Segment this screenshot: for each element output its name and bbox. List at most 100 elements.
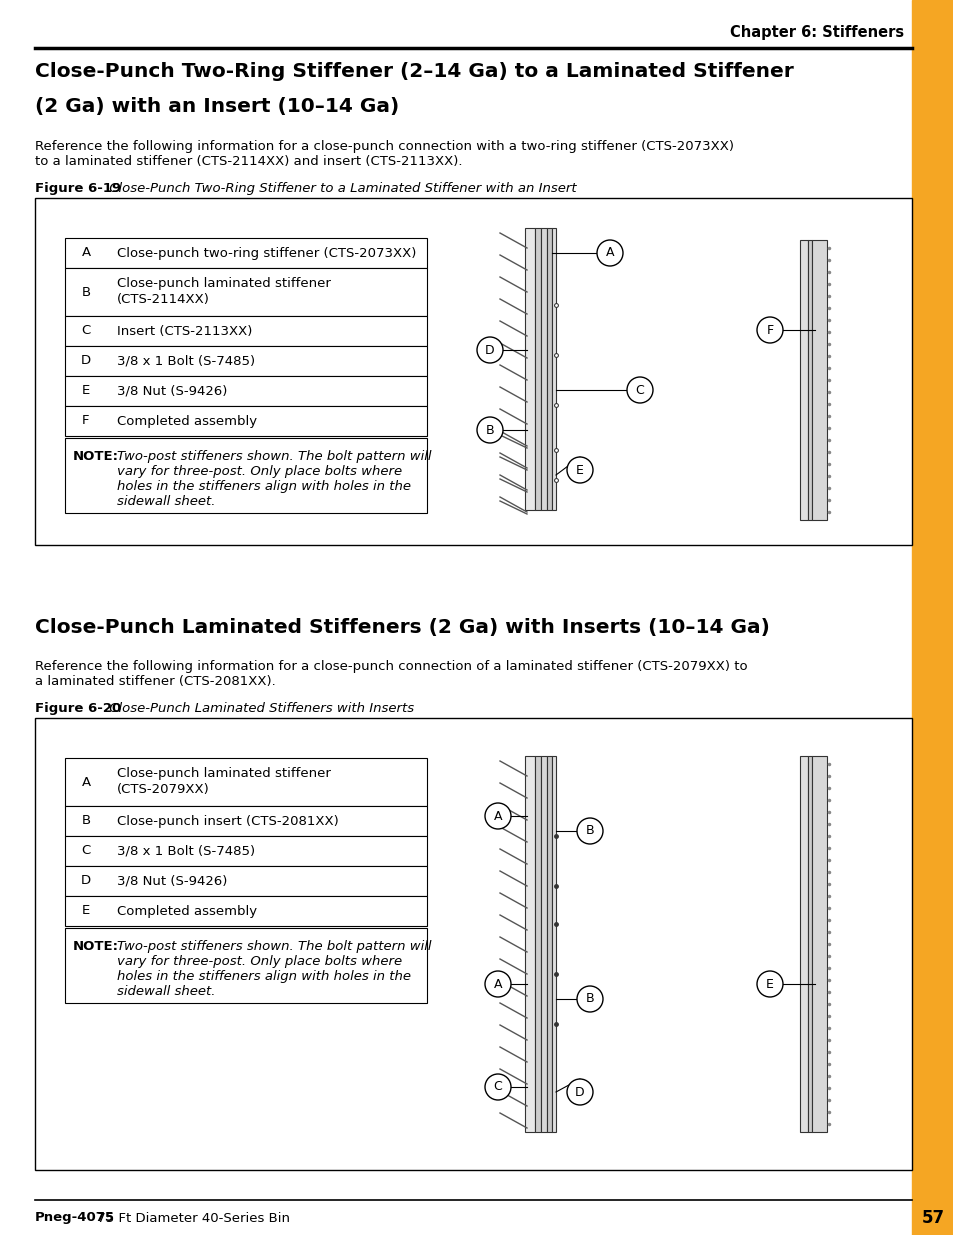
Text: E: E bbox=[82, 384, 90, 398]
Text: sidewall sheet.: sidewall sheet. bbox=[117, 495, 215, 508]
Bar bbox=[911, 0, 953, 1235]
Text: (CTS-2114XX): (CTS-2114XX) bbox=[117, 294, 210, 306]
Bar bbox=[65, 758, 427, 806]
Circle shape bbox=[566, 457, 593, 483]
Bar bbox=[546, 228, 552, 510]
Bar bbox=[65, 897, 427, 926]
Text: C: C bbox=[635, 384, 643, 396]
Text: 3/8 x 1 Bolt (S-7485): 3/8 x 1 Bolt (S-7485) bbox=[117, 354, 254, 368]
Bar bbox=[65, 346, 427, 375]
Circle shape bbox=[484, 971, 511, 997]
Bar bbox=[65, 238, 427, 268]
Text: A: A bbox=[81, 776, 91, 788]
Text: 3/8 Nut (S-9426): 3/8 Nut (S-9426) bbox=[117, 874, 227, 888]
Text: Reference the following information for a close-punch connection with a two-ring: Reference the following information for … bbox=[35, 140, 733, 153]
Bar bbox=[65, 806, 427, 836]
Bar bbox=[807, 756, 811, 1132]
Text: NOTE:: NOTE: bbox=[73, 450, 119, 463]
Text: to a laminated stiffener (CTS-2114XX) and insert (CTS-2113XX).: to a laminated stiffener (CTS-2114XX) an… bbox=[35, 156, 462, 168]
Text: holes in the stiffeners align with holes in the: holes in the stiffeners align with holes… bbox=[117, 969, 411, 983]
Text: Completed assembly: Completed assembly bbox=[117, 904, 257, 918]
Text: C: C bbox=[493, 1081, 502, 1093]
Text: a laminated stiffener (CTS-2081XX).: a laminated stiffener (CTS-2081XX). bbox=[35, 676, 275, 688]
Bar bbox=[535, 228, 540, 510]
Circle shape bbox=[476, 337, 502, 363]
Text: Close-Punch Laminated Stiffeners with Inserts: Close-Punch Laminated Stiffeners with In… bbox=[105, 701, 414, 715]
Bar bbox=[65, 406, 427, 436]
Text: 75 Ft Diameter 40-Series Bin: 75 Ft Diameter 40-Series Bin bbox=[92, 1212, 290, 1224]
Text: Figure 6-20: Figure 6-20 bbox=[35, 701, 121, 715]
Text: 57: 57 bbox=[921, 1209, 943, 1228]
Bar bbox=[540, 228, 546, 510]
Text: holes in the stiffeners align with holes in the: holes in the stiffeners align with holes… bbox=[117, 480, 411, 493]
Text: Close-Punch Two-Ring Stiffener (2–14 Ga) to a Laminated Stiffener: Close-Punch Two-Ring Stiffener (2–14 Ga)… bbox=[35, 62, 793, 82]
Bar bbox=[540, 756, 546, 1132]
Text: vary for three-post. Only place bolts where: vary for three-post. Only place bolts wh… bbox=[117, 955, 402, 968]
Text: A: A bbox=[605, 247, 614, 259]
Text: D: D bbox=[485, 343, 495, 357]
Bar bbox=[35, 198, 911, 545]
Text: B: B bbox=[485, 424, 494, 436]
Bar bbox=[65, 316, 427, 346]
Bar bbox=[811, 240, 826, 520]
Circle shape bbox=[484, 803, 511, 829]
Text: Close-Punch Two-Ring Stiffener to a Laminated Stiffener with an Insert: Close-Punch Two-Ring Stiffener to a Lami… bbox=[105, 182, 576, 195]
Text: B: B bbox=[81, 285, 91, 299]
Bar bbox=[811, 756, 826, 1132]
Text: (2 Ga) with an Insert (10–14 Ga): (2 Ga) with an Insert (10–14 Ga) bbox=[35, 98, 399, 116]
Text: Figure 6-19: Figure 6-19 bbox=[35, 182, 121, 195]
Bar bbox=[65, 438, 427, 513]
Text: 3/8 Nut (S-9426): 3/8 Nut (S-9426) bbox=[117, 384, 227, 398]
Text: F: F bbox=[82, 415, 90, 427]
Bar bbox=[800, 756, 807, 1132]
Text: Close-punch insert (CTS-2081XX): Close-punch insert (CTS-2081XX) bbox=[117, 815, 338, 827]
Bar bbox=[546, 756, 552, 1132]
Text: sidewall sheet.: sidewall sheet. bbox=[117, 986, 215, 998]
Text: 3/8 x 1 Bolt (S-7485): 3/8 x 1 Bolt (S-7485) bbox=[117, 845, 254, 857]
Bar bbox=[524, 756, 535, 1132]
Bar bbox=[552, 756, 556, 1132]
Bar bbox=[65, 927, 427, 1003]
Circle shape bbox=[577, 818, 602, 844]
Bar bbox=[65, 866, 427, 897]
Circle shape bbox=[566, 1079, 593, 1105]
Text: D: D bbox=[81, 354, 91, 368]
Circle shape bbox=[476, 417, 502, 443]
Bar bbox=[552, 228, 556, 510]
Circle shape bbox=[597, 240, 622, 266]
Text: F: F bbox=[765, 324, 773, 336]
Text: Two-post stiffeners shown. The bolt pattern will: Two-post stiffeners shown. The bolt patt… bbox=[117, 940, 431, 953]
Text: C: C bbox=[81, 325, 91, 337]
Bar bbox=[65, 836, 427, 866]
Bar bbox=[35, 718, 911, 1170]
Circle shape bbox=[626, 377, 652, 403]
Text: E: E bbox=[576, 463, 583, 477]
Text: vary for three-post. Only place bolts where: vary for three-post. Only place bolts wh… bbox=[117, 466, 402, 478]
Bar bbox=[535, 756, 540, 1132]
Bar bbox=[65, 268, 427, 316]
Text: (CTS-2079XX): (CTS-2079XX) bbox=[117, 783, 210, 797]
Text: Reference the following information for a close-punch connection of a laminated : Reference the following information for … bbox=[35, 659, 747, 673]
Bar bbox=[800, 240, 807, 520]
Text: A: A bbox=[81, 247, 91, 259]
Text: Close-Punch Laminated Stiffeners (2 Ga) with Inserts (10–14 Ga): Close-Punch Laminated Stiffeners (2 Ga) … bbox=[35, 618, 769, 637]
Circle shape bbox=[577, 986, 602, 1011]
Text: A: A bbox=[494, 809, 501, 823]
Text: Insert (CTS-2113XX): Insert (CTS-2113XX) bbox=[117, 325, 253, 337]
Text: E: E bbox=[82, 904, 90, 918]
Text: Completed assembly: Completed assembly bbox=[117, 415, 257, 427]
Text: Pneg-4075: Pneg-4075 bbox=[35, 1212, 115, 1224]
Text: Close-punch laminated stiffener: Close-punch laminated stiffener bbox=[117, 278, 331, 290]
Text: Close-punch two-ring stiffener (CTS-2073XX): Close-punch two-ring stiffener (CTS-2073… bbox=[117, 247, 416, 259]
Circle shape bbox=[757, 317, 782, 343]
Text: Chapter 6: Stiffeners: Chapter 6: Stiffeners bbox=[729, 25, 903, 40]
Bar bbox=[807, 240, 811, 520]
Bar bbox=[524, 228, 535, 510]
Text: C: C bbox=[81, 845, 91, 857]
Text: D: D bbox=[81, 874, 91, 888]
Text: B: B bbox=[81, 815, 91, 827]
Circle shape bbox=[757, 971, 782, 997]
Text: A: A bbox=[494, 977, 501, 990]
Text: E: E bbox=[765, 977, 773, 990]
Text: NOTE:: NOTE: bbox=[73, 940, 119, 953]
